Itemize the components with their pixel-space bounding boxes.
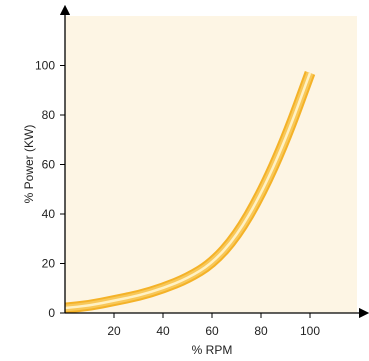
x-tick-label: 20 xyxy=(107,324,121,338)
y-tick-label: 100 xyxy=(35,59,55,73)
x-tick-label: 40 xyxy=(156,324,170,338)
curve-layer xyxy=(64,71,316,314)
x-tick-label: 100 xyxy=(300,324,320,338)
y-tick-label: 40 xyxy=(42,207,56,221)
power-curve-highlight xyxy=(64,72,312,310)
x-tick-label: 60 xyxy=(205,324,219,338)
x-axis-title: % RPM xyxy=(192,343,233,357)
y-tick-label: 80 xyxy=(42,108,56,122)
tick-layer: 20 40 60 80 100 0 20 40 60 80 100 xyxy=(35,59,320,339)
x-tick-label: 80 xyxy=(254,324,268,338)
y-tick-label: 0 xyxy=(48,306,55,320)
y-tick-label: 20 xyxy=(42,257,56,271)
y-axis-title: % Power (KW) xyxy=(22,125,36,204)
y-tick-label: 60 xyxy=(42,158,56,172)
